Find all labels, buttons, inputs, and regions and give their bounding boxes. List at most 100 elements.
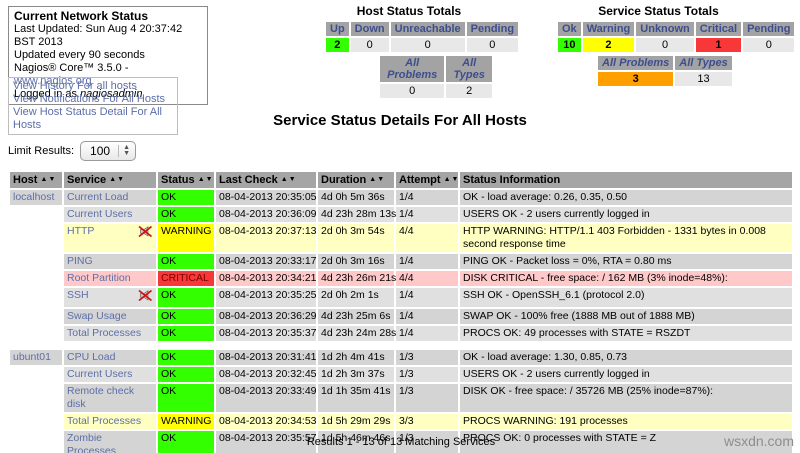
attempt-cell: 1/4 xyxy=(396,207,458,222)
view-notifications-link[interactable]: View Notifications For All Hosts xyxy=(13,93,166,105)
service-cell: Root Partition xyxy=(64,271,156,286)
host-link[interactable]: ubunt01 xyxy=(13,351,51,363)
attempt-sort-arrows[interactable]: ▲▼ xyxy=(443,176,460,183)
host-link[interactable]: localhost xyxy=(13,191,55,203)
service-link[interactable]: SSH xyxy=(67,289,89,301)
host-cell xyxy=(10,384,62,412)
last-check-cell: 08-04-2013 20:35:05 xyxy=(216,190,317,205)
host-up-header: Up xyxy=(326,22,349,36)
last-check-cell: 08-04-2013 20:36:09 xyxy=(216,207,317,222)
attempt-cell: 1/3 xyxy=(396,384,458,412)
duration-cell: 2d 0h 3m 16s xyxy=(318,254,394,269)
service-link[interactable]: Swap Usage xyxy=(67,310,127,322)
limit-results-select[interactable]: 100 ▲ ▼ xyxy=(80,141,136,161)
host-up-count[interactable]: 2 xyxy=(326,38,349,52)
duration-cell: 2d 0h 3m 54s xyxy=(318,224,394,252)
host-cell: ubunt01 xyxy=(10,350,62,365)
status-cell: WARNING xyxy=(158,224,214,252)
service-link[interactable]: Total Processes xyxy=(67,327,142,339)
service-all-types-count[interactable]: 13 xyxy=(675,72,732,86)
service-pending-count[interactable]: 0 xyxy=(743,38,795,52)
host-all-types-count[interactable]: 2 xyxy=(446,84,492,98)
host-sort-arrows[interactable]: ▲▼ xyxy=(40,176,57,183)
service-link[interactable]: Remote check disk xyxy=(67,385,135,410)
service-row: HTTP WARNING 08-04-2013 20:37:13 2d 0h 3… xyxy=(10,224,792,252)
last-check-cell: 08-04-2013 20:35:25 xyxy=(216,288,317,307)
host-cell xyxy=(10,271,62,286)
service-cell: PING xyxy=(64,254,156,269)
attempt-cell: 1/3 xyxy=(396,431,458,453)
status-information-cell: PING OK - Packet loss = 0%, RTA = 0.80 m… xyxy=(460,254,792,269)
service-row: Swap Usage OK 08-04-2013 20:36:29 4d 23h… xyxy=(10,309,792,324)
status-cell: OK xyxy=(158,384,214,412)
service-all-problems-link[interactable]: All Problems xyxy=(602,57,670,69)
limit-results-spinner[interactable]: ▲ ▼ xyxy=(118,144,132,157)
host-all-totals-table: All Problems All Types 0 2 xyxy=(378,54,494,100)
service-sort-arrows[interactable]: ▲▼ xyxy=(109,176,126,183)
host-down-count[interactable]: 0 xyxy=(350,38,389,52)
service-critical-count[interactable]: 1 xyxy=(695,38,742,52)
service-link[interactable]: CPU Load xyxy=(67,351,116,363)
service-cell: Current Users xyxy=(64,367,156,382)
service-row: Current Users OK 08-04-2013 20:32:45 1d … xyxy=(10,367,792,382)
last-check-cell: 08-04-2013 20:32:45 xyxy=(216,367,317,382)
attempt-cell: 1/4 xyxy=(396,309,458,324)
last-check-sort-arrows[interactable]: ▲▼ xyxy=(280,176,297,183)
service-link[interactable]: PING xyxy=(67,255,93,267)
host-all-types-link[interactable]: All Types xyxy=(453,57,485,81)
last-check-cell: 08-04-2013 20:33:49 xyxy=(216,384,317,412)
service-all-problems-count[interactable]: 3 xyxy=(598,72,674,86)
service-all-types-link[interactable]: All Types xyxy=(679,57,728,69)
service-ok-count[interactable]: 10 xyxy=(558,38,581,52)
service-link[interactable]: Current Load xyxy=(67,191,129,203)
duration-cell: 1d 5h 46m 46s xyxy=(318,431,394,453)
service-warning-count[interactable]: 2 xyxy=(582,38,635,52)
status-information-cell: PROCS OK: 49 processes with STATE = RSZD… xyxy=(460,326,792,341)
last-updated-text: Last Updated: Sun Aug 4 20:37:42 BST 201… xyxy=(14,23,183,48)
host-all-problems-count[interactable]: 0 xyxy=(380,84,445,98)
service-row: ubunt01 CPU Load OK 08-04-2013 20:31:41 … xyxy=(10,350,792,365)
service-cell: Current Load xyxy=(64,190,156,205)
host-unreachable-count[interactable]: 0 xyxy=(390,38,465,52)
duration-cell: 1d 2h 3m 37s xyxy=(318,367,394,382)
service-pending-header: Pending xyxy=(743,22,795,36)
status-information-cell: OK - load average: 1.30, 0.85, 0.73 xyxy=(460,350,792,365)
service-row: Total Processes OK 08-04-2013 20:35:37 4… xyxy=(10,326,792,341)
status-information-cell: USERS OK - 2 users currently logged in xyxy=(460,207,792,222)
service-link[interactable]: Total Processes xyxy=(67,415,142,427)
status-information-cell: PROCS WARNING: 191 processes xyxy=(460,414,792,429)
service-row: PING OK 08-04-2013 20:33:17 2d 0h 3m 16s… xyxy=(10,254,792,269)
duration-cell: 4d 23h 26m 21s xyxy=(318,271,396,286)
host-cell xyxy=(10,414,62,429)
host-totals-title: Host Status Totals xyxy=(356,4,462,18)
view-host-status-link[interactable]: View Host Status Detail For All Hosts xyxy=(13,106,162,131)
limit-results-control: Limit Results: 100 ▲ ▼ xyxy=(8,141,136,161)
status-cell: OK xyxy=(158,309,214,324)
last-check-cell: 08-04-2013 20:34:21 xyxy=(216,271,317,286)
status-sort-arrows[interactable]: ▲▼ xyxy=(197,176,214,183)
service-unknown-count[interactable]: 0 xyxy=(636,38,694,52)
service-link[interactable]: Zombie Processes xyxy=(67,432,117,453)
last-check-cell: 08-04-2013 20:31:41 xyxy=(216,350,317,365)
service-link[interactable]: Root Partition xyxy=(67,272,131,284)
host-totals-table: Up Down Unreachable Pending 2 0 0 0 xyxy=(324,20,520,54)
service-warning-header: Warning xyxy=(582,22,635,36)
duration-sort-arrows[interactable]: ▲▼ xyxy=(369,176,386,183)
service-totals-table: Ok Warning Unknown Critical Pending 10 2… xyxy=(556,20,796,54)
host-pending-count[interactable]: 0 xyxy=(466,38,519,52)
nagios-org-link[interactable]: www.nagios.org xyxy=(14,75,92,87)
host-cell xyxy=(10,207,62,222)
service-link[interactable]: Current Users xyxy=(67,208,133,220)
service-column-header: Service ▲▼ xyxy=(64,172,156,188)
view-history-link[interactable]: View History For all hosts xyxy=(13,80,137,92)
service-link[interactable]: HTTP xyxy=(67,225,95,237)
status-cell: OK xyxy=(158,288,214,307)
duration-cell: 1d 1h 35m 41s xyxy=(318,384,394,412)
attempt-cell: 1/4 xyxy=(396,288,458,307)
service-link[interactable]: Current Users xyxy=(67,368,133,380)
host-all-problems-link[interactable]: All Problems xyxy=(387,57,438,81)
attempt-cell: 1/4 xyxy=(396,190,458,205)
last-check-cell: 08-04-2013 20:33:17 xyxy=(216,254,317,269)
update-interval-text: Updated every 90 seconds xyxy=(14,49,145,61)
service-cell: Swap Usage xyxy=(64,309,156,324)
